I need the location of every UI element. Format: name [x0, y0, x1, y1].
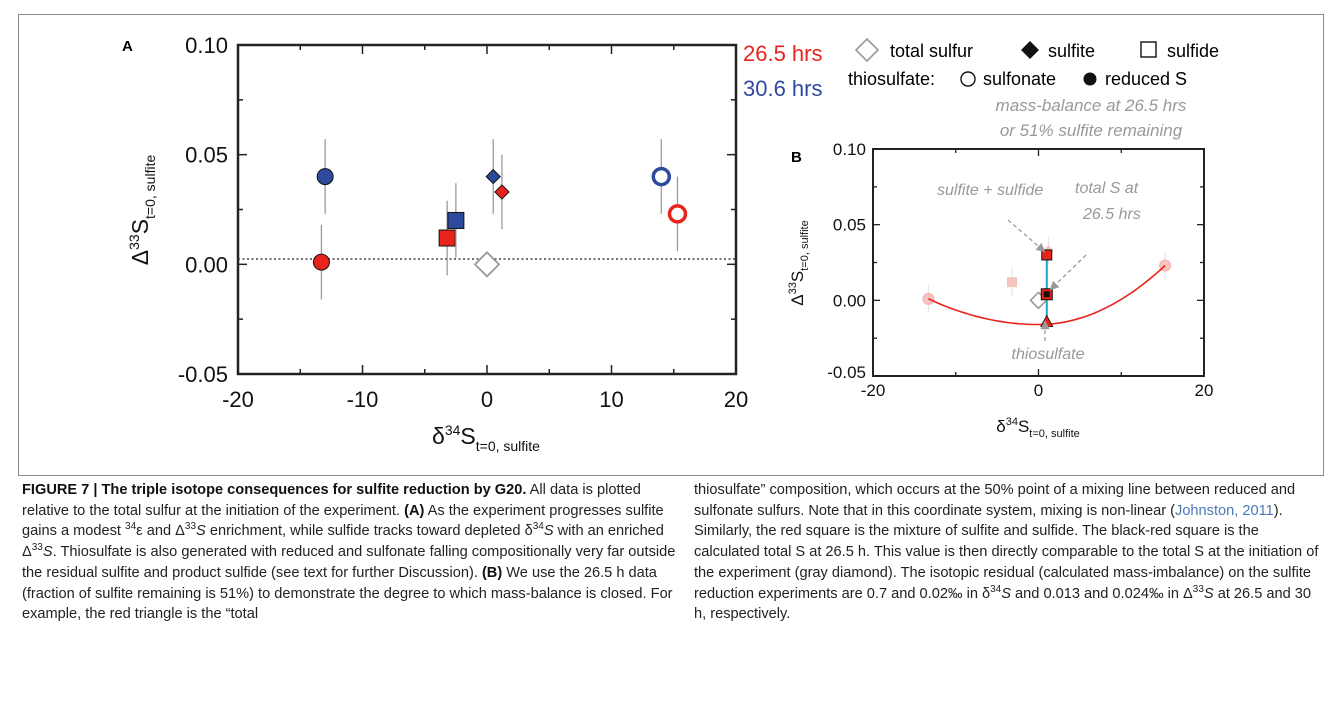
legend-sulfide-icon — [1140, 41, 1157, 58]
panel-b-annotation-total-line2: 26.5 hrs — [1082, 206, 1141, 223]
panel-b-x-tick-label: 0 — [1034, 381, 1043, 400]
panel-b-tick-labels: -20 0 20 0.10 0.05 0.00 -0.05 — [827, 140, 1213, 400]
legend-reduced-s-label: reduced S — [1105, 69, 1187, 89]
panel-a-tick-labels: -20 -10 0 10 20 0.10 0.05 0.00 -0.05 — [178, 33, 748, 412]
panel-a-x-tick-label: 20 — [724, 387, 748, 412]
panel-a-x-tick-label: 0 — [481, 387, 493, 412]
legend-mass-balance-line1: mass-balance at 26.5 hrs — [996, 96, 1187, 115]
panel-a-y-tick-label: -0.05 — [178, 362, 228, 387]
legend-mass-balance-line2: or 51% sulfite remaining — [1000, 121, 1183, 140]
panel-b-key-points — [1029, 249, 1054, 327]
panel-b: B -20 0 20 0.10 0.05 0.00 -0.05 sulfite + sulf… — [787, 140, 1213, 440]
panel-a-data-points — [312, 139, 688, 300]
panel-a-sulfide-point — [447, 211, 465, 229]
panel-b-label: B — [791, 149, 802, 166]
panel-b-x-axis-label: δ34St=0, sulfite — [996, 416, 1080, 440]
citation-link[interactable]: Johnston, 2011 — [1175, 502, 1274, 519]
panel-a-sulfite-point — [494, 184, 510, 200]
caption-figure-title: FIGURE 7 | The triple isotope consequenc… — [22, 482, 527, 498]
legend-sulfide-label: sulfide — [1167, 41, 1219, 61]
panel-b-thiosulfate-point — [1040, 314, 1054, 327]
panel-a-label: A — [122, 38, 133, 55]
panel-a-y-tick-label: 0.10 — [185, 33, 228, 58]
panel-a-x-tick-label: 10 — [599, 387, 623, 412]
panel-a-x-tick-label: -20 — [222, 387, 254, 412]
legend-thiosulfate-label: thiosulfate: — [848, 69, 935, 89]
legend-sulfonate-label: sulfonate — [983, 69, 1056, 89]
caption-right-text-1: thiosulfate” composition, which occurs a… — [694, 482, 1296, 519]
panel-a-x-axis-label: δ34St=0, sulfite — [432, 422, 540, 454]
panel-a-sulfonate-point — [651, 166, 672, 187]
legend-time-26-5: 26.5 hrs — [743, 41, 823, 66]
legend: 26.5 hrs 30.6 hrs total sulfur sulfite s… — [743, 37, 1219, 140]
panel-b-annotation-thiosulfate: thiosulfate — [1012, 346, 1085, 363]
caption-symbol-d33-2: Δ33S — [22, 542, 53, 561]
caption-panel-b-label: (B) — [481, 564, 503, 581]
panel-b-total-s-point-core — [1043, 291, 1050, 298]
legend-sulfite-label: sulfite — [1048, 41, 1095, 61]
panel-a-reduced-s-point — [316, 168, 334, 186]
caption-symbol-d34: δ34S — [524, 521, 554, 540]
caption-b-text-1: We use the 26.5 h data (fraction of sulf… — [22, 564, 673, 623]
panel-a-ticks — [237, 44, 737, 375]
figure-frame — [18, 14, 1324, 476]
caption-right-text-3: and 0.013 and 0.024‰ in — [1015, 585, 1179, 602]
panel-b-y-tick-label: -0.05 — [827, 363, 866, 382]
panel-a-sulfonate-point — [667, 204, 688, 224]
panel-a: A -20 -10 0 10 20 0.10 0.05 0.00 -0.05 Δ33St=0, … — [122, 33, 748, 454]
panel-a-total-sulfur-point — [473, 251, 501, 278]
panel-b-arrow-total-s — [1049, 254, 1087, 291]
caption-a-text-3: enrichment, while sulfide tracks toward … — [209, 523, 521, 540]
figure-caption-right: thiosulfate” composition, which occurs a… — [694, 480, 1322, 625]
panel-b-y-tick-label: 0.00 — [833, 291, 866, 310]
caption-a-text-5: . Thiosulfate is also generated with red… — [22, 544, 676, 581]
panel-b-y-tick-label: 0.05 — [833, 216, 866, 235]
panel-a-y-tick-label: 0.05 — [185, 143, 228, 168]
panel-b-faded-square — [1007, 277, 1018, 288]
caption-a-text-1: As the experiment progresses sulfite gai… — [22, 502, 664, 540]
panel-b-sulfite-sulfide-point — [1041, 249, 1053, 261]
panel-a-y-axis-label: Δ33St=0, sulfite — [126, 155, 158, 266]
panel-a-sulfite-point — [485, 168, 501, 185]
legend-total-sulfur-icon — [854, 37, 880, 63]
panel-b-x-tick-label: 20 — [1195, 381, 1214, 400]
panel-a-reduced-s-point — [312, 253, 330, 271]
panel-a-x-tick-label: -10 — [347, 387, 379, 412]
caption-symbol-d33-right: Δ33S — [1183, 583, 1214, 602]
caption-right-text-4: at 26.5 and 30 h, respectively. — [694, 585, 1312, 623]
caption-panel-a-label: (A) — [404, 502, 425, 519]
panel-b-y-axis-label: Δ33St=0, sulfite — [787, 220, 811, 305]
panel-b-x-tick-label: -20 — [861, 381, 886, 400]
figure-caption-left: FIGURE 7 | The triple isotope consequenc… — [22, 482, 676, 623]
panel-a-sulfide-point — [438, 229, 456, 247]
caption-sentence-1: All data is plotted relative to the tota… — [22, 482, 641, 519]
caption-right-text-2: ). Similarly, the red square is the mixt… — [694, 502, 1319, 602]
figure-graphics: A -20 -10 0 10 20 0.10 0.05 0.00 -0.05 Δ33St=0, … — [122, 33, 1219, 454]
caption-symbol-d33: Δ33S — [175, 521, 206, 540]
panel-b-y-tick-label: 0.10 — [833, 140, 866, 159]
legend-time-30-6: 30.6 hrs — [743, 76, 823, 101]
legend-total-sulfur-label: total sulfur — [890, 41, 973, 61]
legend-reduced-s-icon — [1083, 72, 1097, 86]
panel-b-annotation-total-line1: total S at — [1075, 180, 1139, 197]
caption-symbol-d34-right: δ34S — [982, 583, 1011, 602]
panel-b-annotation-sulfite-sulfide: sulfite + sulfide — [937, 182, 1043, 199]
panel-b-ticks — [872, 148, 1205, 377]
legend-sulfite-icon — [1021, 41, 1039, 59]
legend-sulfonate-icon — [960, 71, 976, 87]
panel-a-y-tick-label: 0.00 — [185, 252, 228, 277]
panel-b-arrow-sulfite-sulfide — [1007, 219, 1046, 253]
